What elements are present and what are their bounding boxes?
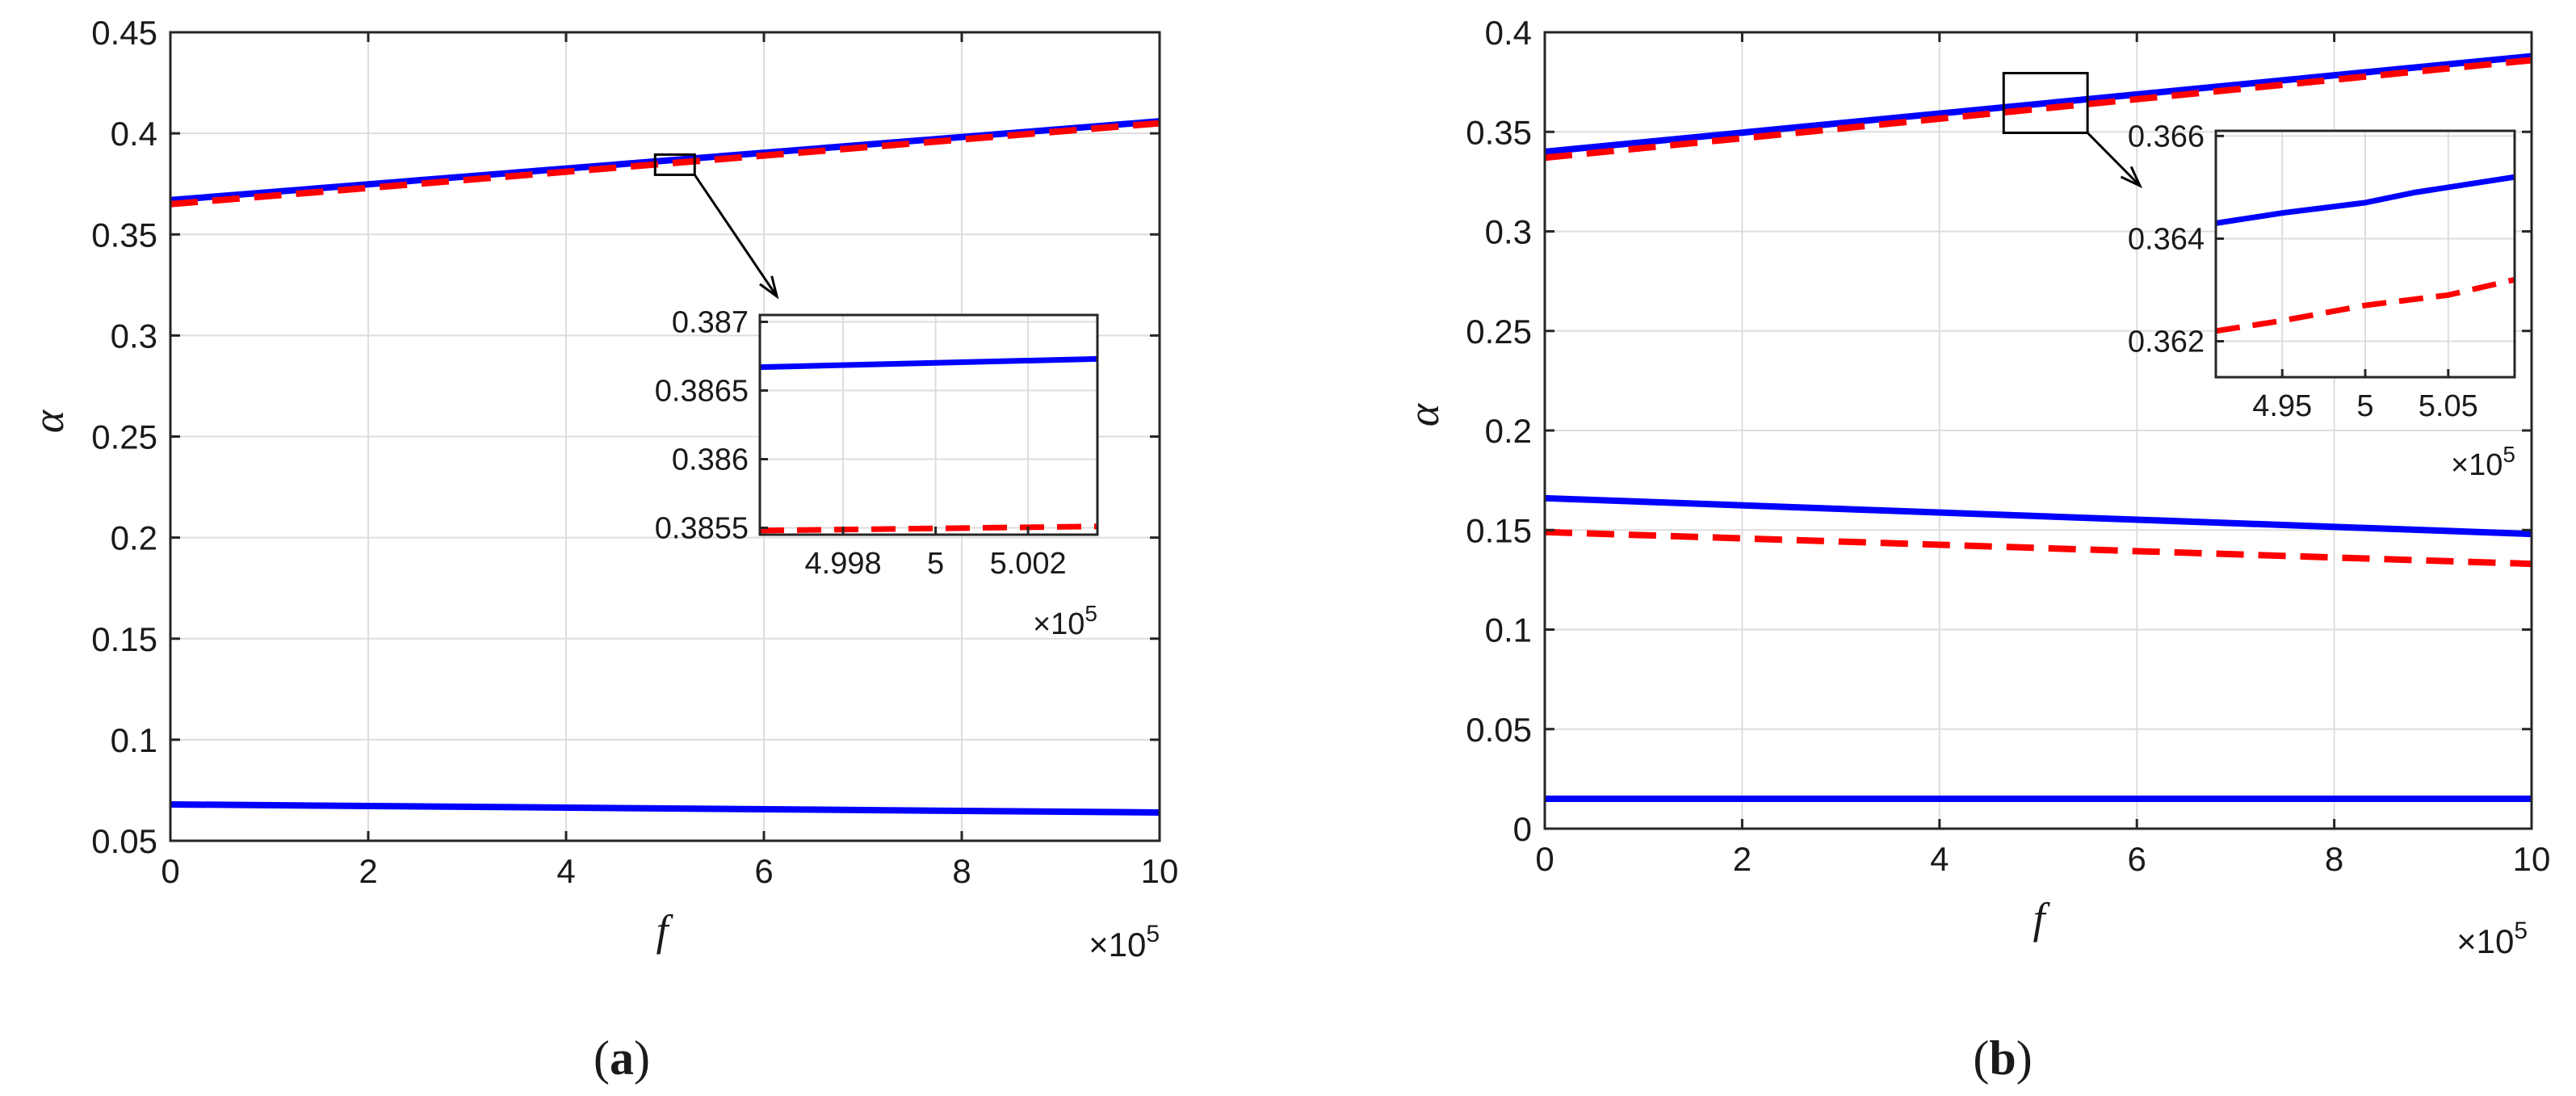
inset-y-tick-label: 0.387	[672, 306, 749, 340]
y-tick-label: 0.15	[91, 620, 157, 658]
y-tick-label: 0.3	[1485, 213, 1532, 251]
caption-close: )	[2016, 1031, 2033, 1085]
inset-series-line-dashed	[2215, 276, 2515, 334]
x-multiplier: ×105	[1089, 921, 1160, 964]
y-tick-label: 0.35	[91, 216, 157, 254]
y-tick-label: 0.35	[1466, 113, 1532, 151]
series-line-solid	[170, 118, 1160, 204]
x-multiplier-base: ×10	[1089, 926, 1146, 964]
inset-series-line-solid	[759, 355, 1098, 371]
x-tick-label: 4	[556, 852, 575, 890]
x-tick-label: 6	[754, 852, 773, 890]
y-tick-label: 0	[1513, 810, 1532, 848]
y-tick-label: 0.2	[111, 519, 157, 557]
inset-series-line-solid	[2215, 174, 2515, 226]
inset-frame	[758, 313, 1099, 536]
x-multiplier: ×105	[2456, 918, 2528, 960]
x-multiplier-exponent: 5	[2514, 918, 2528, 944]
x-tick-label: 2	[1733, 840, 1752, 878]
y-tick-label: 0.05	[91, 822, 157, 860]
y-tick-label: 0.05	[1466, 711, 1532, 749]
panel-b: 0 2 4 6 8 10 0 0.05 0.1 0.15 0.2 0.25 0.3 0.35 0.4 f α ×1…	[1399, 14, 2550, 1085]
inset-x-multiplier: ×105	[1033, 601, 1097, 641]
x-tick-label: 0	[161, 852, 179, 890]
inset-y-tick-label: 0.386	[672, 443, 749, 477]
y-tick-label: 0.25	[91, 418, 157, 456]
caption-open: (	[1973, 1031, 1989, 1085]
x-tick-label: 4	[1930, 840, 1949, 878]
inset-y-tick-label: 0.364	[2128, 222, 2205, 256]
inset-y-tick-label: 0.366	[2128, 120, 2205, 153]
subfigure-caption: (a)	[594, 1031, 650, 1085]
zoom-box	[653, 153, 696, 176]
inset-x-tick-label: 5	[927, 547, 944, 581]
zoom-box	[2002, 72, 2089, 134]
inset-x-multiplier: ×105	[2451, 442, 2515, 482]
inset-y-tick-label: 0.3865	[655, 375, 749, 409]
x-axis-label: f	[2033, 894, 2050, 943]
series-line-solid	[1544, 494, 2532, 538]
inset-x-tick-label: 5	[2356, 389, 2373, 423]
x-multiplier-exponent: 5	[1146, 921, 1160, 947]
y-tick-label: 0.4	[1485, 14, 1532, 52]
y-tick-label: 0.2	[1485, 412, 1532, 450]
x-tick-label: 10	[1141, 852, 1179, 890]
y-tick-label: 0.3	[111, 317, 157, 355]
inset-x-multiplier-exponent: 5	[1085, 601, 1097, 626]
y-axis-label: α	[1399, 402, 1448, 426]
inset-x-multiplier-base: ×10	[2451, 448, 2503, 482]
caption-letter: a	[610, 1031, 634, 1085]
x-tick-label: 8	[952, 852, 971, 890]
zoom-arrow-head	[2120, 166, 2143, 189]
y-tick-label: 0.45	[91, 14, 157, 52]
x-tick-label: 8	[2325, 840, 2343, 878]
caption-letter: b	[1989, 1031, 2016, 1085]
inset-x-tick-label: 4.95	[2252, 389, 2312, 423]
y-tick-label: 0.15	[1466, 511, 1532, 549]
series-line-dashed	[1544, 528, 2532, 568]
y-tick-label: 0.4	[111, 115, 157, 153]
x-tick-label: 10	[2513, 840, 2551, 878]
inset-x-multiplier-base: ×10	[1033, 607, 1085, 641]
y-tick-label: 0.25	[1466, 313, 1532, 351]
panel-a: 0 2 4 6 8 10 0.05 0.1 0.15 0.2 0.25 0.3 0.35 0.4 0.45 f…	[24, 14, 1178, 1085]
x-tick-label: 6	[2128, 840, 2146, 878]
subfigure-caption: (b)	[1973, 1031, 2032, 1085]
y-tick-label: 0.1	[111, 721, 157, 759]
x-axis-label: f	[656, 906, 673, 955]
x-tick-label: 0	[1535, 840, 1554, 878]
zoom-arrow-head	[759, 275, 779, 300]
caption-close: )	[634, 1031, 650, 1085]
zoom-arrow	[694, 174, 778, 297]
inset-y-tick-label: 0.362	[2128, 325, 2205, 359]
x-multiplier-base: ×10	[2456, 922, 2514, 960]
y-axis-label: α	[24, 409, 73, 433]
series-line-solid	[1544, 52, 2532, 155]
inset-series-line-dashed	[759, 523, 1098, 534]
inset-x-tick-label: 4.998	[805, 547, 882, 581]
inset-x-tick-label: 5.002	[990, 547, 1067, 581]
caption-open: (	[594, 1031, 610, 1085]
inset-x-tick-label: 5.05	[2419, 389, 2478, 423]
zoom-arrow	[2087, 132, 2142, 187]
inset-background	[760, 315, 1097, 535]
x-tick-label: 2	[359, 852, 377, 890]
y-tick-label: 0.1	[1485, 611, 1532, 649]
inset-y-tick-label: 0.3855	[655, 512, 749, 546]
series-line-solid	[170, 800, 1160, 816]
inset-x-multiplier-exponent: 5	[2503, 442, 2515, 467]
